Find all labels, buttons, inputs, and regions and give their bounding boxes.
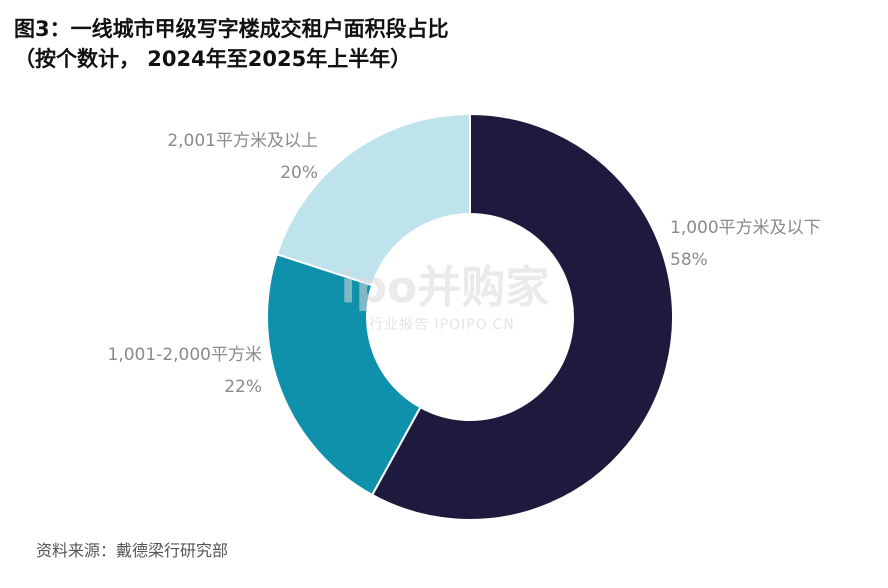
source-note: 资料来源：戴德梁行研究部: [36, 541, 229, 560]
chart-title: 图3：一线城市甲级写字楼成交租户面积段占比 （按个数计， 2024年至2025年…: [14, 14, 449, 74]
donut-slices: [266, 112, 674, 521]
chart-title-line1: 图3：一线城市甲级写字楼成交租户面积段占比: [14, 17, 449, 41]
slice-label-category-2: 2,001平方米及以上: [167, 131, 318, 151]
watermark: ipo并购家 行业报告 IPOIPO.CN: [341, 262, 550, 333]
slice-label-value-1: 22%: [224, 377, 262, 397]
donut-slice-0: [370, 112, 674, 521]
slice-label-value-0: 58%: [670, 250, 708, 270]
slice-label-value-2: 20%: [280, 163, 318, 183]
donut-slice-2: [275, 112, 471, 287]
slice-label-category-1: 1,001-2,000平方米: [108, 345, 262, 365]
slice-label-category-0: 1,000平方米及以下: [670, 218, 821, 238]
watermark-main: ipo并购家: [341, 262, 550, 313]
donut-slice-1: [266, 253, 422, 497]
watermark-sub: 行业报告 IPOIPO.CN: [369, 317, 515, 333]
chart-title-line2: （按个数计， 2024年至2025年上半年）: [14, 47, 412, 71]
